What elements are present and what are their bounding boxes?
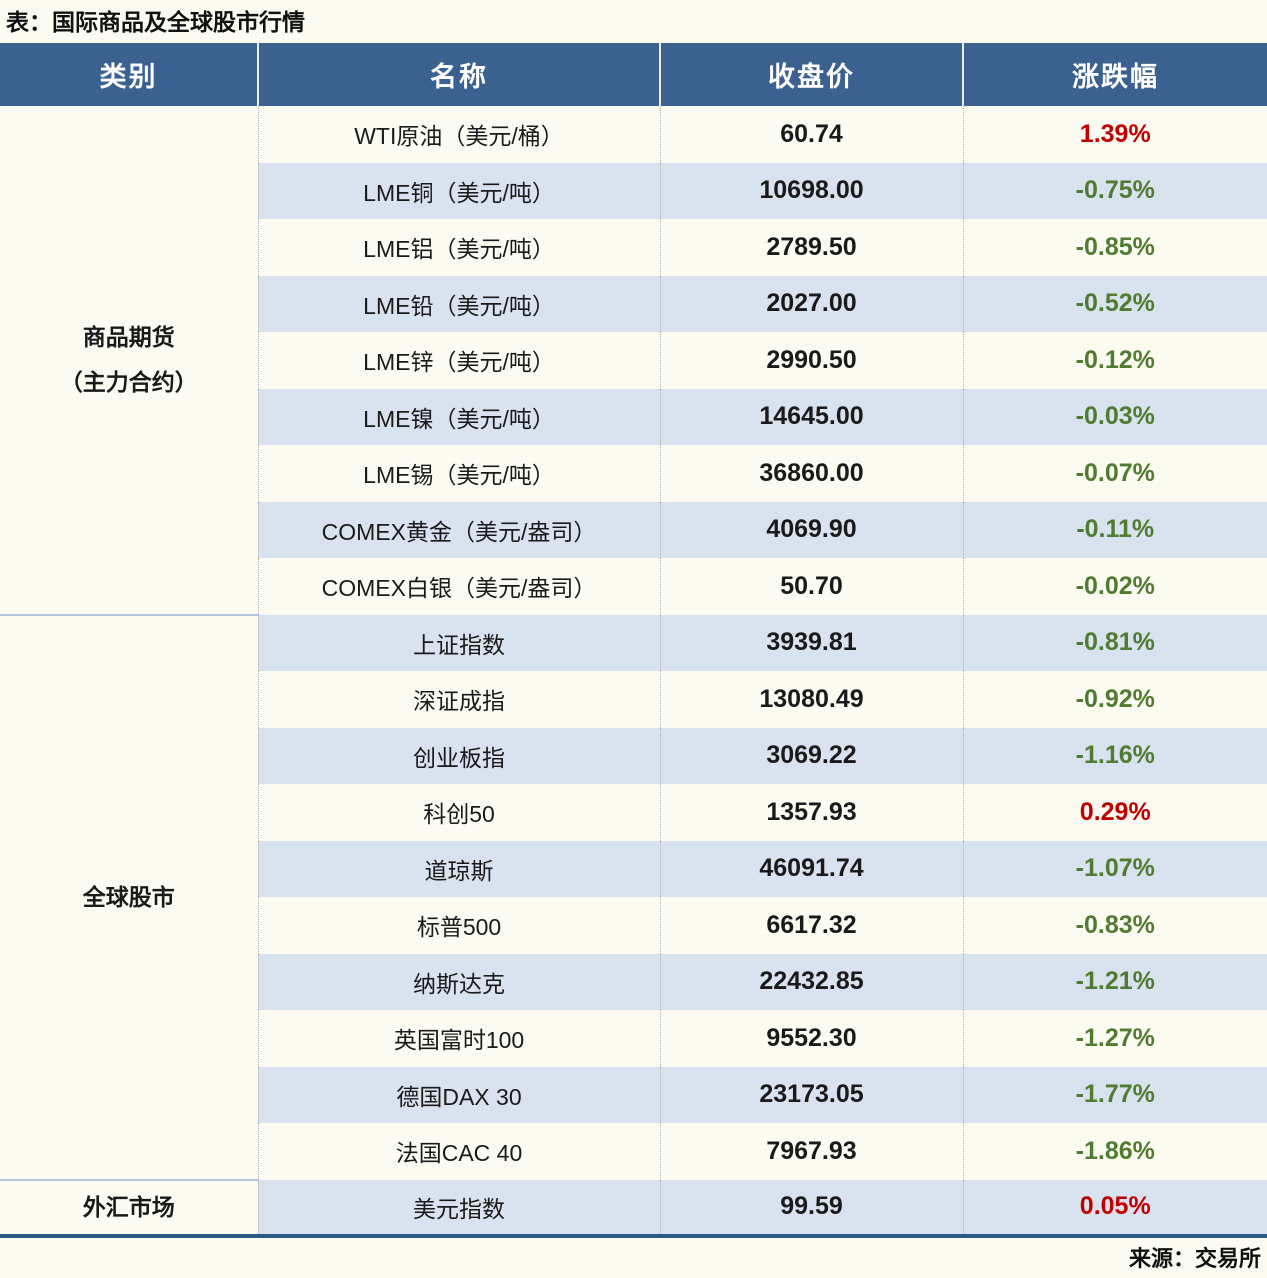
close-price: 6617.32 (659, 897, 963, 954)
close-price: 1357.93 (659, 784, 963, 841)
instrument-name: 法国CAC 40 (257, 1123, 660, 1180)
close-price: 99.59 (659, 1179, 963, 1236)
category-cell: 商品期货 （主力合约） (0, 106, 258, 615)
change-percent: -0.81% (962, 614, 1267, 671)
change-percent: -1.77% (962, 1066, 1267, 1123)
close-price: 2789.50 (659, 219, 963, 276)
table-row: LME镍（美元/吨） 14645.00 -0.03% (0, 388, 1267, 445)
instrument-name: 纳斯达克 (257, 953, 660, 1010)
table-row: LME铝（美元/吨） 2789.50 -0.85% (0, 219, 1267, 276)
change-percent: 1.39% (962, 106, 1267, 163)
close-price: 23173.05 (659, 1066, 963, 1123)
instrument-name: 科创50 (257, 784, 660, 841)
change-percent: -0.52% (962, 275, 1267, 332)
table-row: 法国CAC 40 7967.93 -1.86% (0, 1123, 1267, 1180)
close-price: 4069.90 (659, 501, 963, 558)
table-row: 德国DAX 30 23173.05 -1.77% (0, 1066, 1267, 1123)
table-row: 标普500 6617.32 -0.83% (0, 897, 1267, 954)
table-row: LME锡（美元/吨） 36860.00 -0.07% (0, 445, 1267, 502)
change-percent: 0.05% (962, 1179, 1267, 1236)
close-price: 50.70 (659, 558, 963, 615)
table-row: LME铜（美元/吨） 10698.00 -0.75% (0, 162, 1267, 219)
change-percent: -1.21% (962, 953, 1267, 1010)
instrument-name: COMEX白银（美元/盎司） (257, 558, 660, 615)
close-price: 9552.30 (659, 1010, 963, 1067)
table-row: 英国富时100 9552.30 -1.27% (0, 1010, 1267, 1067)
close-price: 10698.00 (659, 162, 963, 219)
instrument-name: LME镍（美元/吨） (257, 388, 660, 445)
instrument-name: LME铜（美元/吨） (257, 162, 660, 219)
instrument-name: COMEX黄金（美元/盎司） (257, 501, 660, 558)
instrument-name: 深证成指 (257, 671, 660, 728)
instrument-name: 德国DAX 30 (257, 1066, 660, 1123)
table-title: 表：国际商品及全球股市行情 (6, 9, 305, 35)
table-row: 纳斯达克 22432.85 -1.21% (0, 953, 1267, 1010)
close-price: 2990.50 (659, 332, 963, 389)
table-row: LME铅（美元/吨） 2027.00 -0.52% (0, 275, 1267, 332)
instrument-name: 标普500 (257, 897, 660, 954)
table-row: COMEX白银（美元/盎司） 50.70 -0.02% (0, 558, 1267, 615)
instrument-name: LME锌（美元/吨） (257, 332, 660, 389)
header-category: 类别 (0, 43, 258, 106)
change-percent: -0.03% (962, 388, 1267, 445)
close-price: 2027.00 (659, 275, 963, 332)
close-price: 36860.00 (659, 445, 963, 502)
table-row: 科创50 1357.93 0.29% (0, 784, 1267, 841)
table-row: 外汇市场 美元指数 99.59 0.05% (0, 1178, 1267, 1236)
table-row: 道琼斯 46091.74 -1.07% (0, 840, 1267, 897)
instrument-name: 道琼斯 (257, 840, 660, 897)
category-cell: 外汇市场 (0, 1178, 258, 1236)
table-row: 全球股市 上证指数 3939.81 -0.81% (0, 613, 1267, 1180)
instrument-name: 上证指数 (257, 614, 660, 671)
header-row: 类别 名称 收盘价 涨跌幅 (0, 43, 1267, 106)
change-percent: -0.11% (962, 501, 1267, 558)
instrument-name: 美元指数 (257, 1179, 660, 1236)
header-name: 名称 (257, 43, 660, 106)
table-row: COMEX黄金（美元/盎司） 4069.90 -0.11% (0, 501, 1267, 558)
close-price: 13080.49 (659, 671, 963, 728)
instrument-name: LME锡（美元/吨） (257, 445, 660, 502)
close-price: 14645.00 (659, 388, 963, 445)
change-percent: 0.29% (962, 784, 1267, 841)
header-change-percent: 涨跌幅 (962, 43, 1267, 106)
category-cell: 全球股市 (0, 613, 258, 1180)
change-percent: -1.27% (962, 1010, 1267, 1067)
close-price: 3069.22 (659, 727, 963, 784)
change-percent: -1.86% (962, 1123, 1267, 1180)
instrument-name: LME铅（美元/吨） (257, 275, 660, 332)
close-price: 60.74 (659, 106, 963, 163)
change-percent: -1.16% (962, 727, 1267, 784)
change-percent: -0.12% (962, 332, 1267, 389)
instrument-name: WTI原油（美元/桶） (257, 106, 660, 163)
source-note: 来源：交易所 (1128, 1246, 1261, 1271)
instrument-name: 创业板指 (257, 727, 660, 784)
instrument-name: LME铝（美元/吨） (257, 219, 660, 276)
change-percent: -1.07% (962, 840, 1267, 897)
change-percent: -0.85% (962, 219, 1267, 276)
change-percent: -0.92% (962, 671, 1267, 728)
change-percent: -0.75% (962, 162, 1267, 219)
close-price: 7967.93 (659, 1123, 963, 1180)
close-price: 46091.74 (659, 840, 963, 897)
header-close-price: 收盘价 (659, 43, 963, 106)
table-row: 商品期货 （主力合约） WTI原油（美元/桶） 60.74 1.39% (0, 106, 1267, 615)
instrument-name: 英国富时100 (257, 1010, 660, 1067)
close-price: 3939.81 (659, 614, 963, 671)
market-quotes-table: 类别 名称 收盘价 涨跌幅 商品期货 （主力合约） WTI原油（美元/桶） 60.74… (0, 43, 1267, 1238)
change-percent: -0.83% (962, 897, 1267, 954)
table-row: 深证成指 13080.49 -0.92% (0, 671, 1267, 728)
table-row: LME锌（美元/吨） 2990.50 -0.12% (0, 332, 1267, 389)
table-row: 创业板指 3069.22 -1.16% (0, 727, 1267, 784)
close-price: 22432.85 (659, 953, 963, 1010)
change-percent: -0.02% (962, 558, 1267, 615)
change-percent: -0.07% (962, 445, 1267, 502)
